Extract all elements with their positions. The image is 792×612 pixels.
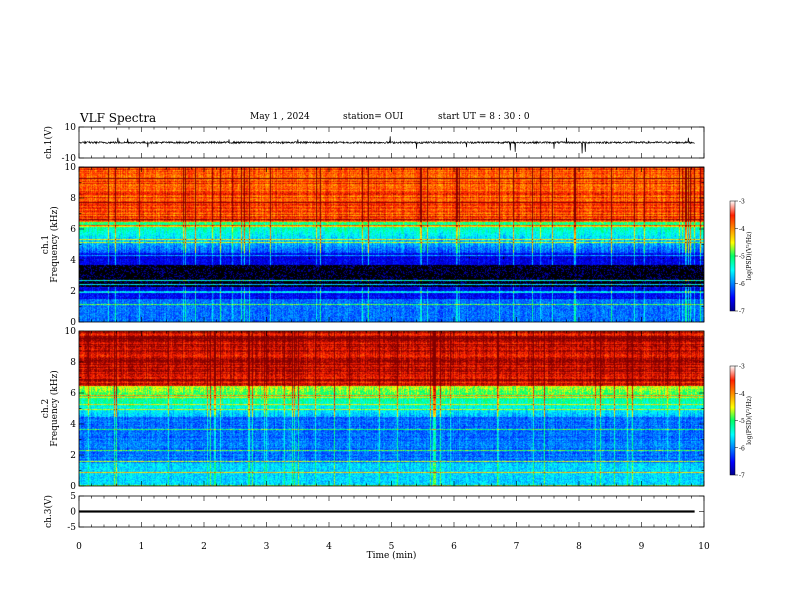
ch1-ylabel: ch.1(V) [43, 126, 54, 159]
x-tick-label: 8 [576, 542, 582, 552]
y-tick-label: 5 [70, 492, 76, 502]
colorbar-label-1: log(PSD)(V²/Hz) [746, 232, 753, 281]
x-tick-label: 7 [514, 542, 520, 552]
colorbar-tick-label: -6 [739, 445, 745, 452]
colorbar-tick-label: -3 [739, 199, 745, 206]
spectrogram-image-2 [79, 331, 704, 486]
x-tick-label: 3 [264, 542, 270, 552]
x-tick-label: 1 [139, 542, 145, 552]
x-tick-label: 5 [389, 542, 395, 552]
y-tick-label: 0 [70, 508, 76, 518]
y-tick-label: 0 [70, 482, 76, 492]
station-label: station= OUI [343, 112, 404, 122]
colorbar-tick-label: -4 [739, 226, 745, 233]
colorbar-tick-label: -7 [739, 309, 745, 316]
y-tick-label: 10 [65, 123, 77, 133]
ch3-ylabel: ch.3(V) [43, 495, 54, 528]
y-tick-label: 6 [70, 225, 76, 235]
colorbar-tick-label: -7 [739, 473, 745, 480]
ch1-spectrogram-ylabel-line: Frequency (kHz) [49, 206, 60, 283]
colorbar-tick-label: -6 [739, 281, 745, 288]
colorbar-2 [729, 365, 736, 476]
colorbar-tick-label: -4 [739, 391, 745, 398]
start-time-label: start UT = 8 : 30 : 0 [438, 112, 530, 122]
chart-title: VLF Spectra [80, 111, 157, 125]
x-tick-label: 0 [76, 542, 82, 552]
x-tick-label: 6 [451, 542, 457, 552]
ch1-spectrogram-ylabel: ch.1 Frequency (kHz) [41, 206, 60, 283]
date-label: May 1 , 2024 [250, 112, 310, 122]
y-tick-label: 8 [70, 358, 76, 368]
x-axis-label: Time (min) [367, 550, 417, 561]
ch1-waveform-trace [78, 136, 695, 154]
y-tick-label: 2 [70, 287, 76, 297]
x-tick-label: 10 [698, 542, 710, 552]
colorbar-label-text: log(PSD)(V²/Hz) [746, 396, 753, 445]
colorbar-label-text: log(PSD)(V²/Hz) [746, 232, 753, 281]
y-tick-label: 4 [70, 420, 76, 430]
x-tick-label: 9 [639, 542, 645, 552]
ch1-ylabel-line: ch.1(V) [43, 126, 54, 159]
ch2-spectrogram-ylabel-line: Frequency (kHz) [49, 370, 60, 447]
colorbar-1 [729, 200, 736, 312]
ch2-spectrogram-ylabel-line: ch.2 [41, 399, 51, 418]
ch1-spectrogram-ylabel-line: ch.1 [41, 235, 51, 254]
colorbar-label-2: log(PSD)(V²/Hz) [746, 396, 753, 445]
ch2-spectrogram-ylabel: ch.2 Frequency (kHz) [41, 370, 60, 447]
spectrogram-image-1 [79, 167, 704, 322]
y-tick-label: 10 [65, 163, 77, 173]
y-tick-label: 6 [70, 389, 76, 399]
colorbar-tick-label: -5 [739, 254, 745, 261]
y-tick-label: 8 [70, 194, 76, 204]
y-tick-label: 4 [70, 256, 76, 266]
x-tick-label: 4 [326, 542, 332, 552]
y-tick-label: 10 [65, 327, 77, 337]
x-tick-label: 2 [201, 542, 207, 552]
y-tick-label: 0 [70, 318, 76, 328]
colorbar-tick-label: -5 [739, 418, 745, 425]
y-tick-label: -5 [67, 523, 76, 533]
y-tick-label: -10 [62, 154, 77, 164]
y-tick-label: 2 [70, 451, 76, 461]
ch3-ylabel-line: ch.3(V) [43, 495, 54, 528]
ch3-waveform-trace [79, 510, 695, 513]
colorbar-tick-label: -3 [739, 364, 745, 371]
